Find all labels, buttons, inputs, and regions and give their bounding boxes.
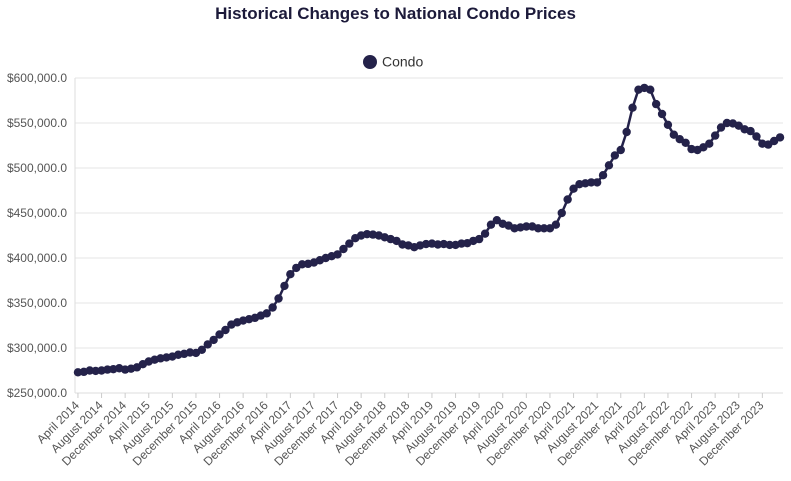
y-tick-label: $400,000.0 (7, 251, 67, 265)
legend-marker (363, 55, 377, 69)
series-line-condo (77, 86, 781, 374)
data-point[interactable] (604, 161, 614, 170)
data-point[interactable] (587, 178, 596, 187)
data-point[interactable] (775, 133, 785, 142)
data-point[interactable] (262, 309, 271, 318)
data-point[interactable] (622, 127, 631, 137)
series-layer (73, 83, 785, 377)
data-point[interactable] (657, 109, 667, 119)
data-point[interactable] (339, 244, 348, 254)
data-point[interactable] (651, 99, 661, 109)
data-point[interactable] (539, 224, 549, 233)
data-point[interactable] (480, 229, 490, 238)
data-point[interactable] (663, 120, 673, 129)
data-point[interactable] (752, 132, 761, 141)
y-tick-label: $300,000.0 (7, 341, 67, 355)
data-point[interactable] (221, 325, 230, 335)
data-point[interactable] (646, 85, 655, 94)
data-point[interactable] (563, 195, 572, 204)
axes (74, 78, 783, 394)
data-point[interactable] (616, 145, 625, 155)
data-point[interactable] (268, 303, 277, 312)
data-point[interactable] (681, 138, 690, 147)
data-point[interactable] (557, 208, 566, 218)
data-point[interactable] (345, 239, 354, 248)
data-point[interactable] (533, 224, 543, 233)
data-point[interactable] (628, 103, 637, 112)
data-point[interactable] (486, 220, 496, 229)
data-point[interactable] (286, 270, 295, 279)
data-point[interactable] (474, 234, 484, 244)
data-point[interactable] (209, 335, 218, 345)
y-tick-label: $600,000.0 (7, 71, 67, 85)
data-point[interactable] (215, 330, 224, 339)
data-point[interactable] (610, 151, 620, 160)
data-point[interactable] (274, 294, 283, 303)
chart-title: Historical Changes to National Condo Pri… (215, 4, 576, 23)
y-tick-label: $350,000.0 (7, 296, 67, 310)
data-point[interactable] (716, 123, 726, 132)
data-point[interactable] (669, 130, 679, 139)
grid-lines (75, 77, 783, 394)
data-point[interactable] (598, 171, 608, 180)
data-point[interactable] (569, 184, 578, 193)
y-tick-label: $550,000.0 (7, 116, 67, 130)
data-point[interactable] (197, 345, 207, 354)
legend-label: Condo (382, 54, 423, 70)
data-point[interactable] (746, 126, 755, 136)
legend[interactable]: Condo (363, 54, 423, 70)
data-point[interactable] (551, 220, 561, 229)
y-tick-label: $450,000.0 (7, 206, 67, 220)
data-point[interactable] (203, 340, 212, 349)
data-point[interactable] (333, 250, 342, 259)
data-point[interactable] (445, 240, 454, 250)
data-point[interactable] (280, 281, 289, 291)
data-point[interactable] (705, 139, 714, 148)
data-point[interactable] (522, 222, 531, 231)
y-tick-label: $500,000.0 (7, 161, 67, 175)
data-point[interactable] (710, 131, 720, 140)
y-tick-label: $250,000.0 (7, 386, 67, 400)
data-point[interactable] (592, 178, 602, 187)
y-axis-ticks: $250,000.0 $300,000.0 $350,000.0 $400,000.0… (7, 71, 67, 400)
